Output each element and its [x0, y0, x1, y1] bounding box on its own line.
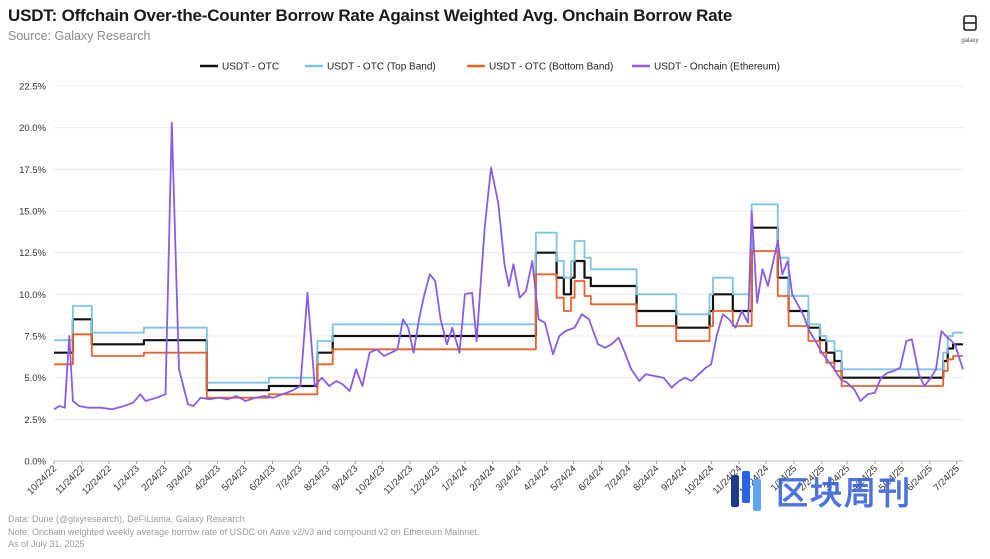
y-axis-ticks: 0.0% 2.5% 5.0% 7.5% 10.0% 12.5% 15.0% 17.5% 20.0… — [19, 82, 46, 468]
source-subtitle: Source: Galaxy Research — [8, 29, 151, 43]
x-tick-label: 3/24/23 — [165, 463, 195, 493]
x-tick-label: 10/24/23 — [353, 463, 387, 497]
chart-series — [53, 121, 964, 411]
x-tick-label: 1/24/23 — [112, 463, 142, 493]
galaxy-logo-label: galaxy — [961, 38, 979, 44]
x-tick-label: 8/24/24 — [631, 463, 661, 493]
x-tick-label: 12/24/22 — [80, 463, 114, 497]
y-tick-label: 7.5% — [24, 332, 46, 343]
galaxy-logo: galaxy — [958, 14, 982, 44]
galaxy-logo-icon — [963, 15, 977, 31]
x-tick-label: 7/24/24 — [603, 463, 633, 493]
series-line-1 — [54, 203, 963, 384]
x-tick-label: 6/24/23 — [247, 463, 277, 493]
chart-gridlines — [54, 85, 963, 462]
series-line-0 — [54, 226, 963, 392]
page-title: USDT: Offchain Over-the-Counter Borrow R… — [8, 6, 733, 25]
y-tick-label: 2.5% — [24, 415, 46, 426]
x-tick-label: 10/24/24 — [682, 463, 716, 497]
legend-label-1: USDT - OTC (Top Band) — [327, 62, 436, 73]
series-line-2 — [54, 250, 963, 399]
x-tick-label: 7/24/23 — [274, 463, 304, 493]
x-tick-label: 1/24/24 — [440, 463, 470, 493]
watermark: 区块周刊 — [728, 468, 912, 514]
y-tick-label: 15.0% — [19, 207, 46, 218]
legend-label-0: USDT - OTC — [222, 62, 279, 73]
x-tick-label: 5/24/23 — [220, 463, 250, 493]
x-tick-label: 10/24/22 — [25, 463, 59, 497]
footer-data-source: Data: Dune (@glxyresearch), DeFiLlama, G… — [8, 514, 245, 524]
footer-notes: Data: Dune (@glxyresearch), DeFiLlama, G… — [8, 513, 479, 551]
legend-label-3: USDT - Onchain (Ethereum) — [654, 62, 780, 73]
y-tick-label: 17.5% — [19, 165, 46, 176]
x-tick-label: 5/24/24 — [549, 463, 579, 493]
chart-legend: USDT - OTC USDT - OTC (Top Band) USDT - OT… — [200, 62, 780, 73]
x-tick-label: 12/24/23 — [408, 463, 442, 497]
line-chart: 0.0% 2.5% 5.0% 7.5% 10.0% 12.5% 15.0% 17.5% 20.0… — [19, 62, 964, 497]
y-tick-label: 12.5% — [19, 248, 46, 259]
legend-label-2: USDT - OTC (Bottom Band) — [489, 62, 613, 73]
x-tick-label: 4/24/24 — [522, 463, 552, 493]
watermark-logo-icon — [731, 471, 761, 511]
y-tick-label: 20.0% — [19, 123, 46, 134]
x-tick-label: 6/24/24 — [576, 463, 606, 493]
x-tick-label: 2/24/23 — [140, 463, 170, 493]
y-tick-label: 5.0% — [24, 373, 46, 384]
x-tick-label: 2/24/24 — [468, 463, 498, 493]
watermark-text: 区块周刊 — [776, 474, 913, 512]
y-tick-label: 22.5% — [19, 82, 46, 93]
x-tick-label: 4/24/23 — [193, 463, 223, 493]
y-tick-label: 10.0% — [19, 290, 46, 301]
y-tick-label: 0.0% — [24, 457, 46, 468]
series-line-3 — [53, 121, 964, 411]
x-tick-label: 3/24/24 — [494, 463, 524, 493]
x-tick-label: 7/24/25 — [932, 463, 962, 493]
footer-as-of: As of July 31, 2025 — [8, 539, 85, 549]
footer-note: Note: Onchain weighted weekly average bo… — [8, 526, 480, 537]
x-tick-label: 8/24/23 — [302, 463, 332, 493]
